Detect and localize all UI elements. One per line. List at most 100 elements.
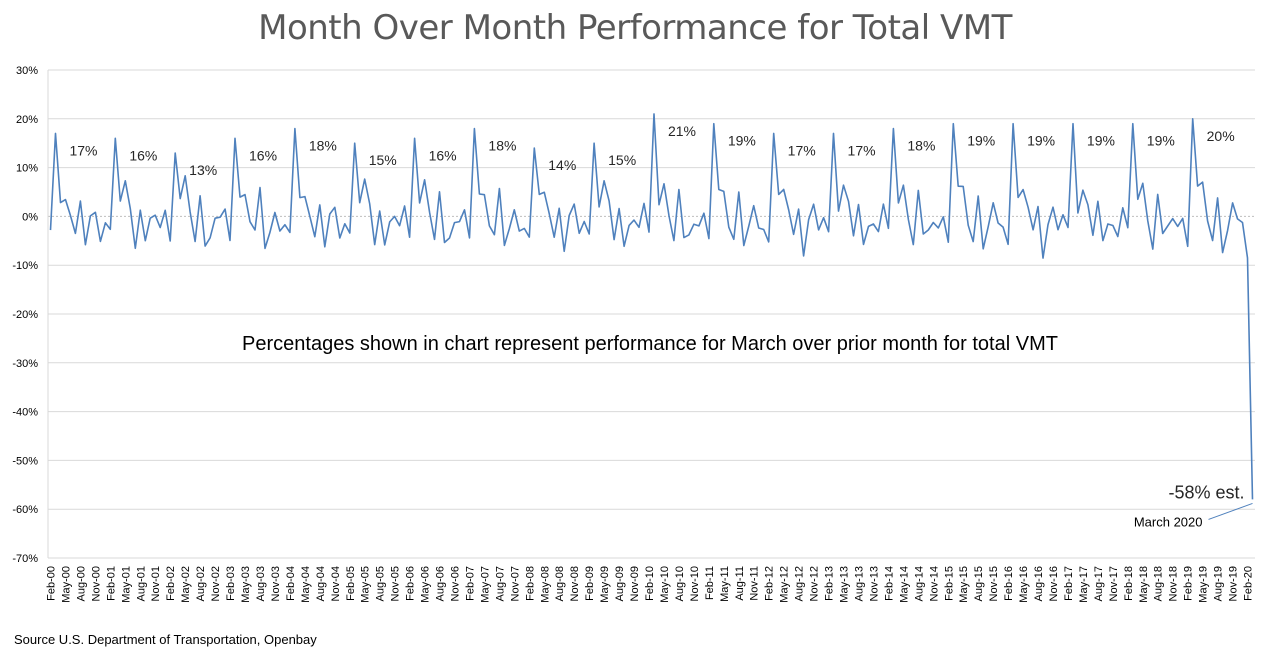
x-tick-label: Feb-01 <box>105 566 117 601</box>
y-tick-label: 30% <box>16 65 38 77</box>
x-tick-label: Nov-15 <box>988 566 1000 601</box>
x-tick-label: Feb-00 <box>45 566 57 601</box>
x-tick-label: Nov-17 <box>1108 566 1120 601</box>
x-tick-label: Aug-09 <box>614 566 626 601</box>
x-tick-label: Aug-03 <box>255 566 267 601</box>
march-data-label: 21% <box>668 123 696 139</box>
x-tick-label: May-02 <box>180 566 192 603</box>
x-tick-label: Feb-08 <box>524 566 536 601</box>
x-tick-label: May-05 <box>360 566 372 603</box>
march-data-label: 13% <box>189 162 217 178</box>
x-tick-label: Feb-17 <box>1063 566 1075 601</box>
x-tick-label: Feb-07 <box>464 566 476 601</box>
x-tick-label: Aug-07 <box>494 566 506 601</box>
x-tick-label: Nov-13 <box>868 566 880 601</box>
march-data-label: 18% <box>907 138 935 154</box>
y-tick-label: -40% <box>12 407 38 419</box>
x-tick-label: Aug-10 <box>674 566 686 601</box>
x-tick-label: May-07 <box>479 566 491 603</box>
march-data-label: 16% <box>249 147 277 163</box>
x-tick-label: May-11 <box>719 566 731 602</box>
x-tick-label: Nov-18 <box>1168 566 1180 601</box>
x-tick-label: May-10 <box>659 566 671 603</box>
x-tick-label: Aug-13 <box>853 566 865 601</box>
x-tick-label: Aug-12 <box>794 566 806 601</box>
x-tick-label: Feb-19 <box>1183 566 1195 601</box>
x-tick-label: Feb-20 <box>1243 566 1255 601</box>
x-tick-label: Feb-14 <box>883 566 895 601</box>
annotation-text: Percentages shown in chart represent per… <box>242 333 1058 355</box>
march-data-label: 17% <box>69 142 97 158</box>
march-data-label: 18% <box>488 138 516 154</box>
x-tick-label: Aug-08 <box>554 566 566 601</box>
march-data-label: 16% <box>129 147 157 163</box>
y-tick-label: 10% <box>16 163 38 175</box>
march-data-label: 19% <box>967 133 995 149</box>
x-tick-label: Feb-18 <box>1123 566 1135 601</box>
x-tick-label: Feb-13 <box>824 566 836 601</box>
x-tick-label: Aug-15 <box>973 566 985 601</box>
y-tick-label: -70% <box>12 553 38 565</box>
x-tick-label: Nov-16 <box>1048 566 1060 601</box>
x-tick-label: Feb-06 <box>405 566 417 601</box>
source-note: Source U.S. Department of Transportation… <box>14 632 317 647</box>
y-tick-label: -20% <box>12 309 38 321</box>
x-tick-label: Feb-04 <box>285 566 297 601</box>
march-data-label: 15% <box>369 152 397 168</box>
x-tick-label: Nov-11 <box>749 566 761 601</box>
march-data-label: 19% <box>1027 133 1055 149</box>
x-tick-label: Feb-16 <box>1003 566 1015 601</box>
march-data-label: 14% <box>548 157 576 173</box>
x-tick-label: May-12 <box>779 566 791 603</box>
vmt-series-line <box>49 113 1254 500</box>
x-tick-label: May-01 <box>120 566 132 603</box>
y-tick-label: -50% <box>12 455 38 467</box>
x-tick-label: Nov-12 <box>809 566 821 601</box>
x-tick-label: May-08 <box>539 566 551 603</box>
x-tick-label: Aug-00 <box>75 566 87 601</box>
x-tick-label: May-03 <box>240 566 252 603</box>
march-data-label: 20% <box>1207 128 1235 144</box>
x-tick-label: Feb-10 <box>644 566 656 601</box>
y-tick-label: -10% <box>12 260 38 272</box>
x-tick-label: Aug-11 <box>734 566 746 601</box>
x-tick-label: Nov-04 <box>330 566 342 601</box>
x-tick-label: Nov-02 <box>210 566 222 601</box>
y-tick-label: 20% <box>16 114 38 126</box>
x-tick-label: Feb-05 <box>345 566 357 601</box>
x-tick-label: Feb-12 <box>764 566 776 601</box>
final-point-label: -58% est. <box>1168 482 1244 502</box>
x-tick-label: Aug-01 <box>135 566 147 601</box>
x-tick-label: Aug-16 <box>1033 566 1045 601</box>
x-tick-label: May-18 <box>1138 566 1150 603</box>
x-tick-label: Nov-10 <box>689 566 701 601</box>
chart-title: Month Over Month Performance for Total V… <box>258 8 1012 48</box>
x-tick-label: Nov-01 <box>150 566 162 601</box>
x-tick-label: May-09 <box>599 566 611 603</box>
x-tick-label: Nov-03 <box>270 566 282 601</box>
x-tick-label: Nov-06 <box>449 566 461 601</box>
x-tick-label: Nov-07 <box>509 566 521 601</box>
x-tick-label: Nov-09 <box>629 566 641 601</box>
x-tick-label: May-16 <box>1018 566 1030 603</box>
x-tick-label: Nov-05 <box>390 566 402 601</box>
march-data-label: 16% <box>429 147 457 163</box>
callout-leader <box>1208 502 1253 520</box>
march-data-label: 19% <box>1087 133 1115 149</box>
y-tick-label: -30% <box>12 358 38 370</box>
x-tick-label: May-14 <box>898 566 910 603</box>
y-tick-label: -60% <box>12 504 38 516</box>
march-data-label: 19% <box>1147 133 1175 149</box>
march-data-label: 18% <box>309 138 337 154</box>
callout-label: March 2020 <box>1134 514 1203 529</box>
x-tick-label: May-17 <box>1078 566 1090 603</box>
y-tick-label: 0% <box>22 211 38 223</box>
x-tick-label: Aug-05 <box>375 566 387 601</box>
x-tick-label: Feb-15 <box>943 566 955 601</box>
x-tick-label: Feb-11 <box>704 566 716 600</box>
x-tick-label: May-15 <box>958 566 970 603</box>
x-tick-label: Feb-02 <box>165 566 177 601</box>
march-data-label: 15% <box>608 152 636 168</box>
